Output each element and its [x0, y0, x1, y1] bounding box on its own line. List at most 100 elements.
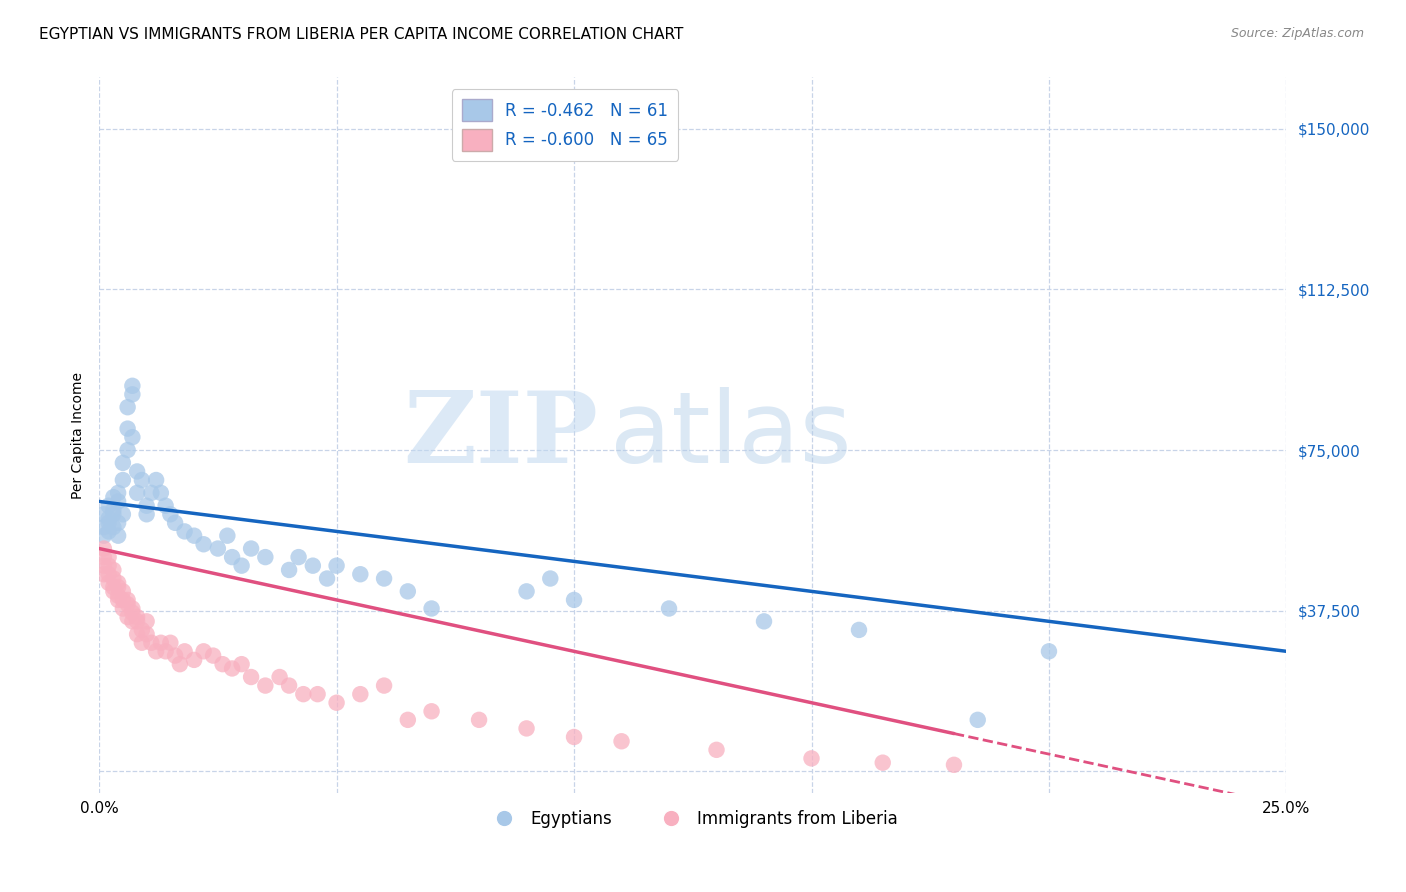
Point: [127, 486, 149, 500]
Point: [349, 687, 371, 701]
Y-axis label: Per Capita Income: Per Capita Income: [72, 372, 86, 499]
Point: [202, 648, 225, 663]
Point: [107, 575, 129, 590]
Point: [396, 584, 419, 599]
Point: [165, 648, 187, 663]
Point: [231, 657, 253, 672]
Point: [211, 657, 233, 672]
Point: [93, 520, 115, 534]
Point: [420, 601, 443, 615]
Point: [97, 511, 120, 525]
Point: [396, 713, 419, 727]
Point: [193, 537, 215, 551]
Point: [107, 589, 129, 603]
Point: [97, 558, 120, 573]
Point: [307, 687, 329, 701]
Point: [562, 593, 585, 607]
Point: [97, 575, 120, 590]
Point: [135, 499, 157, 513]
Point: [183, 529, 205, 543]
Point: [135, 508, 157, 522]
Point: [149, 636, 172, 650]
Point: [141, 486, 163, 500]
Point: [111, 584, 134, 599]
Point: [706, 743, 728, 757]
Point: [131, 636, 153, 650]
Point: [107, 529, 129, 543]
Point: [131, 473, 153, 487]
Point: [103, 520, 125, 534]
Point: [610, 734, 633, 748]
Point: [1038, 644, 1060, 658]
Point: [127, 627, 149, 641]
Point: [127, 465, 149, 479]
Point: [103, 490, 125, 504]
Point: [207, 541, 229, 556]
Point: [240, 541, 263, 556]
Point: [107, 494, 129, 508]
Point: [516, 722, 538, 736]
Legend: Egyptians, Immigrants from Liberia: Egyptians, Immigrants from Liberia: [481, 803, 905, 834]
Point: [221, 661, 243, 675]
Point: [159, 508, 181, 522]
Text: EGYPTIAN VS IMMIGRANTS FROM LIBERIA PER CAPITA INCOME CORRELATION CHART: EGYPTIAN VS IMMIGRANTS FROM LIBERIA PER …: [39, 27, 683, 42]
Point: [420, 704, 443, 718]
Point: [135, 615, 157, 629]
Point: [141, 636, 163, 650]
Point: [292, 687, 315, 701]
Point: [254, 679, 277, 693]
Point: [121, 615, 143, 629]
Point: [117, 401, 139, 415]
Point: [93, 541, 115, 556]
Point: [107, 580, 129, 594]
Point: [159, 636, 181, 650]
Point: [538, 572, 561, 586]
Point: [658, 601, 681, 615]
Point: [287, 550, 309, 565]
Point: [193, 644, 215, 658]
Point: [111, 508, 134, 522]
Point: [145, 473, 167, 487]
Point: [269, 670, 291, 684]
Point: [117, 593, 139, 607]
Text: ZIP: ZIP: [404, 386, 598, 483]
Text: atlas: atlas: [610, 386, 851, 483]
Point: [103, 580, 125, 594]
Point: [111, 456, 134, 470]
Point: [231, 558, 253, 573]
Point: [325, 558, 347, 573]
Point: [516, 584, 538, 599]
Point: [93, 550, 115, 565]
Point: [121, 379, 143, 393]
Point: [103, 572, 125, 586]
Point: [155, 499, 177, 513]
Point: [121, 387, 143, 401]
Point: [316, 572, 339, 586]
Point: [97, 550, 120, 565]
Point: [93, 558, 115, 573]
Point: [240, 670, 263, 684]
Point: [97, 567, 120, 582]
Point: [302, 558, 325, 573]
Point: [121, 430, 143, 444]
Point: [117, 422, 139, 436]
Point: [325, 696, 347, 710]
Point: [111, 593, 134, 607]
Point: [121, 606, 143, 620]
Point: [254, 550, 277, 565]
Point: [800, 751, 823, 765]
Point: [278, 563, 301, 577]
Point: [373, 679, 395, 693]
Point: [145, 644, 167, 658]
Point: [117, 610, 139, 624]
Point: [117, 597, 139, 611]
Point: [221, 550, 243, 565]
Point: [107, 516, 129, 530]
Text: Source: ZipAtlas.com: Source: ZipAtlas.com: [1230, 27, 1364, 40]
Point: [165, 516, 187, 530]
Point: [93, 567, 115, 582]
Point: [121, 601, 143, 615]
Point: [848, 623, 870, 637]
Point: [103, 584, 125, 599]
Point: [111, 601, 134, 615]
